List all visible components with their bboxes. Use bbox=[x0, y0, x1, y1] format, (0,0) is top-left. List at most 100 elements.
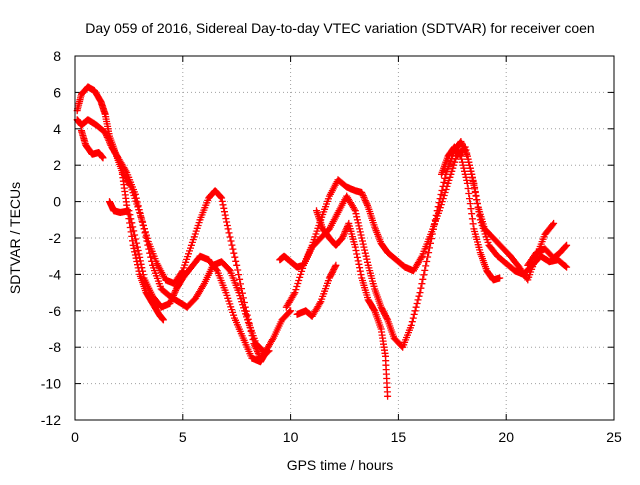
y-tick-label: -10 bbox=[41, 376, 61, 392]
data-series-track-10 bbox=[293, 261, 340, 320]
data-point bbox=[136, 245, 139, 249]
data-point bbox=[479, 218, 482, 221]
x-tick-label: 20 bbox=[498, 429, 514, 445]
data-point bbox=[121, 173, 124, 176]
data-point bbox=[459, 140, 463, 143]
data-point bbox=[444, 173, 447, 176]
data-point bbox=[354, 209, 357, 212]
x-tick-label: 10 bbox=[283, 429, 299, 445]
data-point bbox=[500, 245, 504, 249]
y-tick-label: 8 bbox=[53, 48, 61, 64]
data-point bbox=[226, 227, 230, 231]
data-series-track-11 bbox=[524, 241, 571, 269]
data-point bbox=[535, 251, 538, 254]
data-point bbox=[548, 260, 551, 263]
data-point bbox=[384, 355, 387, 358]
data-series-track-7 bbox=[282, 138, 571, 351]
data-point bbox=[345, 194, 348, 198]
data-point bbox=[472, 227, 476, 231]
data-point bbox=[110, 145, 113, 149]
data-point bbox=[155, 262, 159, 265]
data-point bbox=[319, 236, 322, 240]
data-point bbox=[526, 264, 529, 267]
y-tick-label: 4 bbox=[53, 121, 61, 137]
data-point bbox=[289, 309, 292, 312]
y-tick-label: -4 bbox=[49, 266, 62, 282]
data-point bbox=[492, 278, 495, 282]
data-point bbox=[479, 251, 482, 254]
data-point bbox=[173, 282, 176, 285]
data-point bbox=[552, 256, 555, 260]
data-point bbox=[360, 236, 363, 240]
data-point bbox=[505, 262, 508, 265]
data-point bbox=[321, 227, 325, 231]
data-point bbox=[104, 113, 107, 116]
x-tick-label: 0 bbox=[71, 429, 79, 445]
data-series-track-9 bbox=[438, 143, 504, 284]
data-point bbox=[289, 260, 292, 263]
data-point bbox=[151, 295, 154, 298]
y-tick-label: -8 bbox=[49, 339, 62, 355]
data-point bbox=[207, 196, 210, 200]
data-point bbox=[84, 144, 88, 147]
data-point bbox=[440, 173, 443, 176]
data-series-track-8 bbox=[313, 207, 392, 400]
data-point bbox=[367, 205, 370, 209]
data-point bbox=[151, 302, 154, 305]
y-tick-label: -12 bbox=[41, 412, 61, 428]
data-point bbox=[229, 269, 232, 272]
data-point bbox=[410, 324, 413, 327]
data-point bbox=[526, 278, 529, 282]
data-series-track-4 bbox=[118, 170, 167, 324]
data-point bbox=[386, 395, 389, 398]
data-point bbox=[99, 100, 103, 103]
data-point bbox=[132, 244, 135, 247]
tick-layer: 0 5 10 15 20 25 -12 -10 -8 -6 -4 -2 0 2 4 6 8 bbox=[41, 48, 622, 445]
data-point bbox=[412, 269, 415, 272]
data-point bbox=[280, 318, 284, 322]
data-point bbox=[311, 315, 314, 318]
data-point bbox=[198, 255, 202, 258]
data-point bbox=[373, 287, 376, 291]
data-point bbox=[246, 318, 249, 322]
data-point bbox=[76, 109, 79, 112]
data-point bbox=[190, 244, 193, 247]
data-point bbox=[80, 93, 83, 96]
data-point bbox=[485, 269, 488, 272]
data-point bbox=[207, 258, 210, 261]
data-point bbox=[334, 264, 338, 267]
data-point bbox=[293, 291, 297, 294]
data-point bbox=[427, 251, 430, 254]
data-point bbox=[91, 153, 94, 156]
data-point bbox=[466, 182, 469, 185]
chart-title: Day 059 of 2016, Sidereal Day-to-day VTE… bbox=[85, 20, 594, 36]
data-point bbox=[125, 171, 128, 174]
data-point bbox=[446, 154, 450, 158]
data-point bbox=[295, 265, 299, 269]
data-point bbox=[198, 218, 202, 221]
data-point bbox=[177, 300, 180, 303]
data-point bbox=[380, 306, 383, 309]
data-point bbox=[125, 204, 128, 207]
y-tick-label: 2 bbox=[53, 157, 61, 173]
data-point bbox=[543, 233, 547, 236]
y-tick-label: 0 bbox=[53, 194, 61, 210]
data-point bbox=[112, 209, 116, 212]
data-point bbox=[295, 313, 299, 316]
data-point bbox=[181, 276, 184, 280]
data-point bbox=[565, 265, 568, 269]
data-point bbox=[558, 251, 562, 254]
data-point bbox=[328, 227, 331, 231]
data-series-track-3 bbox=[106, 198, 269, 366]
data-point bbox=[328, 194, 331, 198]
data-point bbox=[509, 255, 512, 258]
data-point bbox=[151, 264, 154, 267]
data-point bbox=[220, 196, 223, 200]
data-point bbox=[142, 227, 146, 231]
data-point bbox=[175, 287, 178, 291]
data-point bbox=[164, 278, 167, 282]
data-point bbox=[263, 353, 266, 356]
data-point bbox=[168, 302, 172, 305]
data-point bbox=[259, 360, 262, 363]
